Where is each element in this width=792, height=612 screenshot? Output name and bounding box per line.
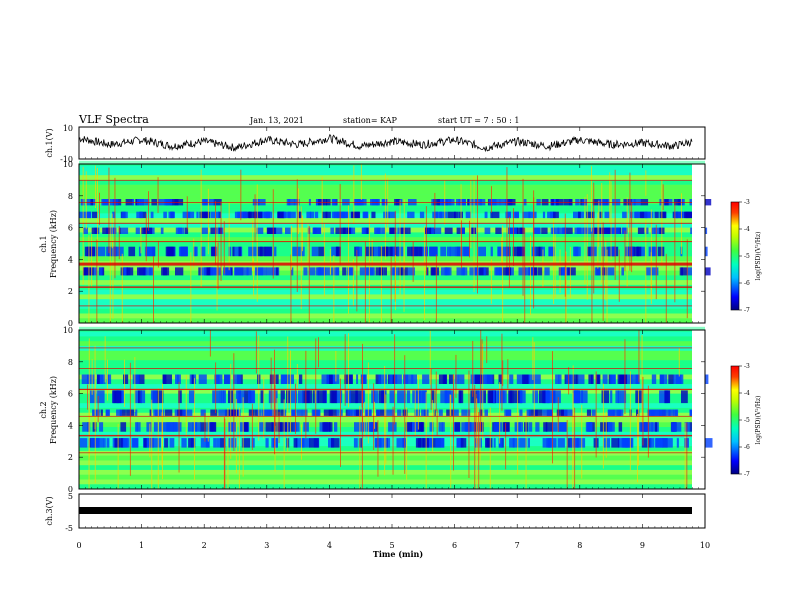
time-axis-label: Time (min) — [373, 549, 423, 559]
ch2-spectrogram-ylabel-channel: ch.2 — [39, 401, 48, 418]
ch1-colorbar-label: log(PSD)(V²/Hz) — [755, 232, 762, 281]
time-axis-tick-label: 2 — [202, 541, 207, 550]
ch1-ytick-bottom: -10 — [60, 155, 73, 164]
ch2-spectrogram-ytick: 6 — [68, 390, 73, 399]
ch2-spectrogram-ytick: 4 — [68, 421, 73, 430]
ch1-spectrogram-ytick: 8 — [68, 192, 73, 201]
ch1-spectrogram-ytick: 10 — [63, 160, 73, 169]
ch2-colorbar-label: log(PSD)(V²/Hz) — [755, 396, 762, 445]
ch1-spectrogram-ytick: 2 — [68, 287, 73, 296]
time-axis-tick-label: 7 — [515, 541, 520, 550]
time-axis-tick-label: 8 — [577, 541, 582, 550]
ch2-colorbar-tick-label: -4 — [744, 390, 750, 397]
ch2-spectrogram-ytick: 2 — [68, 453, 73, 462]
ch1-waveform-ylabel: ch.1(V) — [45, 128, 54, 157]
time-axis-tick-label: 9 — [640, 541, 645, 550]
date-label: Jan. 13, 2021 — [249, 116, 304, 125]
ch2-colorbar: -3 -4 -5 -6 -7 log(PSD)(V²/Hz) — [730, 363, 762, 478]
time-axis-tick-label: 6 — [452, 541, 457, 550]
ch1-colorbar-tick-label: -6 — [744, 280, 750, 287]
ch2-spectrogram-panel: 0 2 4 6 8 10 ch.2 Frequency (kHz) — [39, 326, 713, 494]
ch2-spectrogram-image — [79, 326, 713, 489]
time-axis-tick-label: 4 — [327, 541, 332, 550]
ch1-colorbar-tick-label: -5 — [744, 253, 750, 260]
ch1-waveform-line — [78, 133, 693, 153]
ch1-spectrogram-ylabel-frequency: Frequency (kHz) — [49, 210, 58, 278]
ch1-colorbar-tick-label: -3 — [744, 199, 750, 206]
time-axis-tick-label: 5 — [389, 541, 394, 550]
ch1-colorbar-tick-label: -7 — [744, 307, 750, 314]
ch1-ytick-top: 10 — [63, 124, 73, 133]
ch1-spectrogram-ytick: 0 — [68, 319, 73, 328]
ch2-colorbar-tick-label: -3 — [744, 363, 750, 370]
time-axis: 0 1 2 3 4 5 6 7 8 9 10 — [76, 127, 710, 550]
ch2-colorbar-tick-label: -7 — [744, 471, 750, 478]
ch2-spectrogram-ytick: 0 — [68, 485, 73, 494]
time-axis-tick-label: 3 — [264, 541, 269, 550]
ch1-colorbar: -3 -4 -5 -6 -7 log(PSD)(V²/Hz) — [730, 199, 762, 314]
ch2-colorbar-tick-label: -5 — [744, 417, 750, 424]
ch1-colorbar-tick-label: -4 — [744, 226, 750, 233]
station-label: station= KAP — [343, 116, 398, 125]
ch2-spectrogram-ytick: 8 — [68, 358, 73, 367]
ch1-spectrogram-ytick: 6 — [68, 224, 73, 233]
figure-title: VLF Spectra — [78, 113, 149, 126]
ch3-ytick-bottom: -5 — [65, 524, 73, 533]
ch3-waveform-ylabel: ch.3(V) — [45, 496, 54, 525]
ch3-ytick-top: 5 — [68, 492, 73, 501]
ch3-waveform-panel: 5 -5 ch.3(V) — [45, 492, 706, 533]
time-axis-tick-label: 10 — [700, 541, 710, 550]
ch1-spectrogram-ylabel-channel: ch.1 — [39, 235, 48, 252]
ch2-spectrogram-ytick: 10 — [63, 326, 73, 335]
time-axis-tick-label: 1 — [139, 541, 144, 550]
time-axis-tick-label: 0 — [76, 541, 81, 550]
ch2-colorbar-tick-label: -6 — [744, 444, 750, 451]
ch1-spectrogram-panel: 0 2 4 6 8 10 ch.1 Frequency (kHz) — [39, 160, 712, 328]
start-ut-label: start UT = 7 : 50 : 1 — [438, 116, 519, 125]
ch1-spectrogram-ytick: 4 — [68, 255, 73, 264]
ch1-spectrogram-image — [79, 160, 712, 323]
ch2-spectrogram-ylabel-frequency: Frequency (kHz) — [49, 376, 58, 444]
ch1-waveform-panel: 10 -10 ch.1(V) — [45, 124, 706, 164]
ch3-waveform-band — [79, 507, 692, 514]
